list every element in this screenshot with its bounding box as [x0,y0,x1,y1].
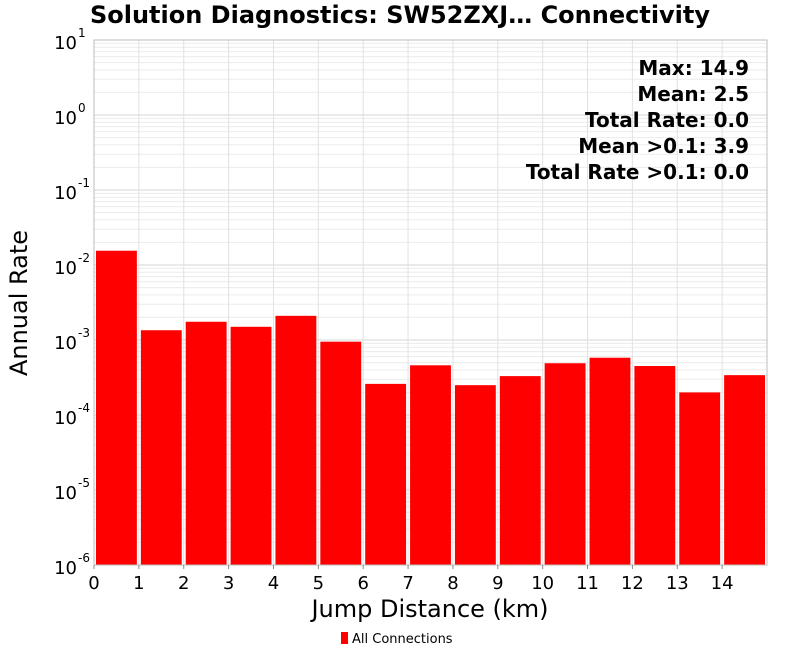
bar [140,330,182,565]
bar [320,341,362,565]
y-tick-exponent: 0 [78,101,86,115]
plot-frame [93,39,768,566]
x-tick-label: 4 [268,573,279,594]
x-tick-label: 10 [531,573,554,594]
bar [96,250,137,565]
x-tick-label: 11 [576,573,599,594]
y-tick-label: 10 [54,258,77,279]
bar [275,315,317,565]
y-tick-exponent: -4 [78,401,90,415]
chart-title: Solution Diagnostics: SW52ZXJ… Connectiv… [90,1,710,29]
bar [634,366,676,565]
bar-series [96,250,765,565]
stat-annotation: Max: 14.9 [638,56,749,80]
x-tick-label: 0 [88,573,99,594]
y-tick-exponent: 1 [78,26,86,40]
y-tick-label: 10 [54,408,77,429]
x-tick-label: 7 [402,573,413,594]
legend: All Connections [341,632,453,647]
y-tick-label: 10 [54,558,77,579]
x-tick-label: 5 [313,573,324,594]
y-tick-label: 10 [54,108,77,129]
x-tick-label: 8 [447,573,458,594]
stat-annotation: Mean >0.1: 3.9 [578,134,749,158]
x-tick-label: 3 [223,573,234,594]
x-axis-label: Jump Distance (km) [309,595,548,623]
y-tick-label: 10 [54,483,77,504]
x-tick-label: 9 [492,573,503,594]
y-tick-exponent: -3 [78,326,90,340]
x-tick-label: 12 [621,573,644,594]
legend-swatch [341,632,348,644]
bar [185,321,227,565]
y-tick-exponent: -5 [78,476,90,490]
y-tick-exponent: -6 [78,551,90,565]
bar [410,365,451,565]
x-axis-ticks: 0 1 2 3 4 5 6 7 8 9 10 11 12 13 14 [88,565,734,594]
bar [499,376,541,565]
bar [544,363,586,565]
y-tick-exponent: -1 [78,176,90,190]
x-tick-label: 1 [133,573,144,594]
x-tick-label: 13 [666,573,689,594]
y-tick-exponent: -2 [78,251,90,265]
legend-label: All Connections [352,632,453,647]
stat-annotation: Mean: 2.5 [637,82,749,106]
y-axis-label: Annual Rate [5,230,33,376]
x-tick-label: 14 [711,573,734,594]
bar [230,326,272,565]
bar [589,357,631,565]
x-tick-label: 2 [178,573,189,594]
bar [679,392,721,565]
stat-annotation: Total Rate: 0.0 [585,108,749,132]
x-tick-label: 6 [357,573,368,594]
bar [365,383,407,565]
y-tick-label: 10 [54,33,77,54]
y-tick-label: 10 [54,183,77,204]
stat-annotation: Total Rate >0.1: 0.0 [526,160,749,184]
bar [454,385,496,565]
y-tick-label: 10 [54,333,77,354]
bar [724,375,765,565]
